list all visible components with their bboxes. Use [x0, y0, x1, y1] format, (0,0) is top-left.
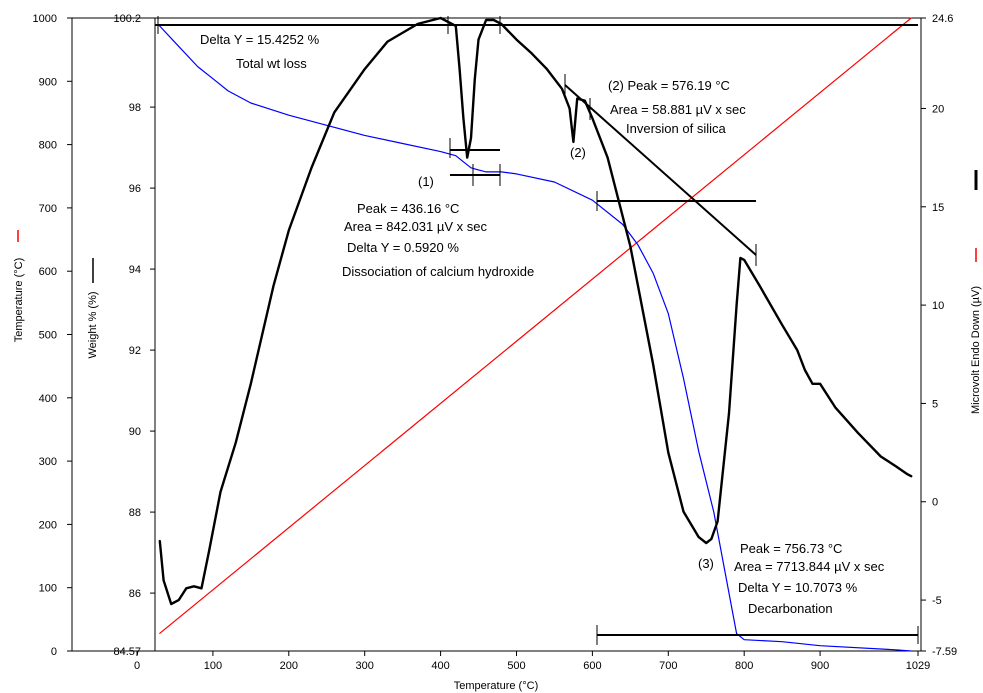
- annotation-area2: Area = 58.881 µV x sec: [610, 102, 746, 117]
- temperature-tick-label: 900: [39, 76, 57, 88]
- annotation-delta-y-1: Delta Y = 0.5920 %: [347, 240, 459, 255]
- microvolt-series-line: [158, 16, 913, 606]
- weight-tick-label: 98: [129, 102, 141, 114]
- x-tick-label: 600: [583, 660, 601, 672]
- weight-series-line: [159, 25, 912, 652]
- weight-axis-ticks: 84.57 86 88 90 92 94 96 98 100.2: [113, 13, 155, 658]
- annotation-peak1: Peak = 436.16 °C: [357, 201, 459, 216]
- microvolt-axis-title: Microvolt Endo Down (µV): [970, 286, 982, 414]
- series-group: [158, 16, 913, 652]
- annotation-area3: Area = 7713.844 µV x sec: [734, 559, 885, 574]
- temperature-axis-ticks: 0 100 200 300 400 500 600 700 800 900 1000: [33, 13, 72, 658]
- annotation-peak2: (2) Peak = 576.19 °C: [608, 78, 730, 93]
- temperature-tick-label: 800: [39, 140, 57, 152]
- temperature-tick-label: 400: [39, 393, 57, 405]
- temperature-tick-label: 300: [39, 456, 57, 468]
- annotation-marker-2: (2): [570, 145, 586, 160]
- microvolt-tick-label: 5: [932, 398, 938, 410]
- temperature-tick-label: 0: [51, 646, 57, 658]
- annotations: Delta Y = 15.4252 % Total wt loss (2) Pe…: [200, 32, 885, 616]
- annotation-total-wt-loss: Total wt loss: [236, 56, 307, 71]
- temperature-tick-label: 100: [39, 583, 57, 595]
- x-tick-label: 0: [134, 660, 140, 672]
- temperature-series-line: [159, 17, 912, 634]
- weight-axis-title: Weight % (%): [87, 291, 99, 358]
- temperature-tick-label: 500: [39, 330, 57, 342]
- microvolt-axis-ticks: -7.59 -5 0 5 10 15 20 24.6: [921, 13, 957, 658]
- x-tick-label: 400: [431, 660, 449, 672]
- weight-tick-label: 84.57: [113, 646, 141, 658]
- temperature-tick-label: 200: [39, 519, 57, 531]
- temperature-axis-title: Temperature (°C): [13, 258, 25, 342]
- weight-tick-label: 90: [129, 426, 141, 438]
- microvolt-tick-label: 20: [932, 103, 944, 115]
- x-axis-ticks: 0 100 200 300 400 500 600 700 800 900 1029: [134, 651, 930, 672]
- peak3-tangent: [564, 84, 757, 256]
- weight-tick-label: 96: [129, 183, 141, 195]
- x-tick-label: 800: [735, 660, 753, 672]
- construction-lines: [155, 24, 918, 636]
- x-tick-label: 300: [356, 660, 374, 672]
- microvolt-tick-label: 0: [932, 497, 938, 509]
- annotation-decarbonation: Decarbonation: [748, 601, 833, 616]
- weight-tick-label: 88: [129, 507, 141, 519]
- microvolt-tick-label: -5: [932, 595, 942, 607]
- microvolt-tick-label: 15: [932, 202, 944, 214]
- annotation-marker-1: (1): [418, 174, 434, 189]
- annotation-inversion-silica: Inversion of silica: [626, 121, 726, 136]
- temperature-tick-label: 700: [39, 203, 57, 215]
- x-axis-title: Temperature (°C): [454, 680, 538, 692]
- annotation-delta-y-total: Delta Y = 15.4252 %: [200, 32, 320, 47]
- temperature-tick-label: 600: [39, 266, 57, 278]
- annotation-dissociation: Dissociation of calcium hydroxide: [342, 264, 534, 279]
- microvolt-tick-label: 10: [932, 300, 944, 312]
- x-tick-label: 500: [507, 660, 525, 672]
- x-tick-label: 900: [811, 660, 829, 672]
- x-tick-label: 100: [204, 660, 222, 672]
- weight-tick-label: 100.2: [113, 13, 141, 25]
- construction-markers: [157, 16, 919, 645]
- annotation-peak3: Peak = 756.73 °C: [740, 541, 842, 556]
- weight-tick-label: 94: [129, 264, 141, 276]
- microvolt-tick-label: -7.59: [932, 646, 957, 658]
- annotation-marker-3: (3): [698, 556, 714, 571]
- weight-tick-label: 86: [129, 588, 141, 600]
- temperature-tick-label: 1000: [33, 13, 57, 25]
- x-tick-label: 700: [659, 660, 677, 672]
- x-tick-label: 1029: [906, 660, 930, 672]
- annotation-delta-y-3: Delta Y = 10.7073 %: [738, 580, 858, 595]
- microvolt-tick-label: 24.6: [932, 13, 953, 25]
- x-tick-label: 200: [280, 660, 298, 672]
- weight-tick-label: 92: [129, 345, 141, 357]
- annotation-area1: Area = 842.031 µV x sec: [344, 219, 487, 234]
